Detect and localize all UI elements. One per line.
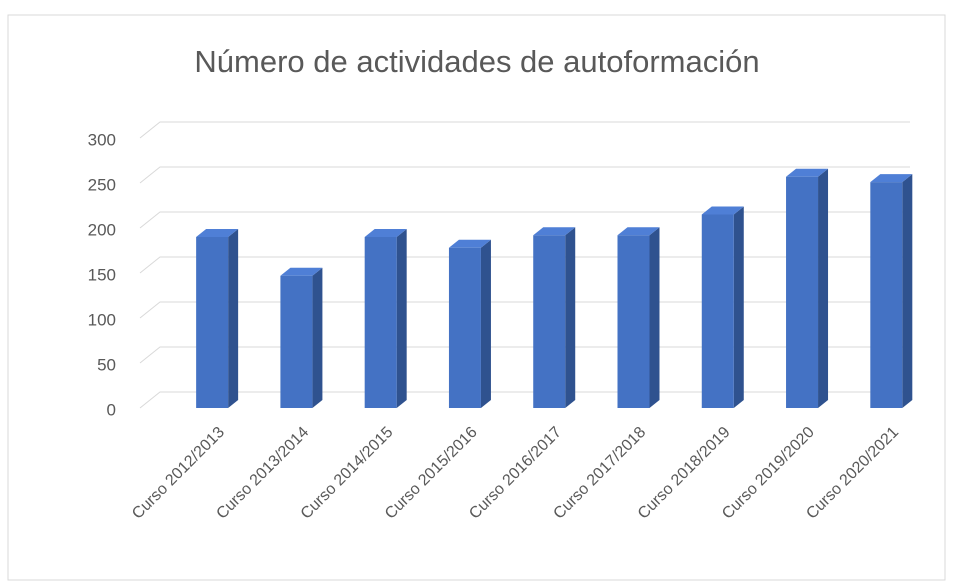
bar [701, 206, 744, 408]
bar [196, 229, 239, 408]
y-tick-label: 0 [107, 400, 116, 419]
bar-front [617, 235, 650, 408]
grid-line [139, 256, 910, 274]
bar-top [280, 267, 323, 276]
bar-top [701, 206, 744, 215]
bar-front [196, 237, 229, 408]
bar-side [818, 168, 829, 408]
bar-side [312, 267, 323, 408]
bar [364, 229, 407, 408]
grid-line [139, 211, 910, 229]
grid-line [139, 301, 910, 319]
bar-front [786, 176, 819, 408]
y-tick-label: 300 [88, 130, 116, 149]
bar-top [533, 227, 576, 236]
bar-top [786, 168, 829, 177]
y-tick-label: 150 [88, 265, 116, 284]
bar-front [280, 275, 313, 408]
grid-line [139, 121, 910, 139]
bar [533, 227, 576, 408]
bar-top [617, 227, 660, 236]
bar-side [480, 239, 491, 408]
bar-front [364, 237, 397, 408]
bar-top [870, 174, 913, 183]
grid-line [139, 166, 910, 184]
bar-side [649, 227, 660, 408]
bar [786, 168, 829, 408]
bar [870, 174, 913, 408]
y-tick-label: 200 [88, 220, 116, 239]
bar-side [902, 174, 913, 408]
bar-top [196, 229, 239, 237]
bar-side [396, 229, 407, 408]
bar [448, 239, 491, 408]
bar [617, 227, 660, 408]
y-tick-label: 250 [88, 175, 116, 194]
bar-side [228, 229, 239, 408]
bar-top [364, 229, 407, 237]
y-tick-label: 50 [97, 355, 116, 374]
y-tick-label: 100 [88, 310, 116, 329]
chart-title: Número de actividades de autoformación [194, 44, 759, 79]
grid-line [139, 391, 910, 409]
bar-top [448, 239, 491, 248]
bar-front [533, 235, 566, 408]
bar-front [701, 214, 734, 408]
grid-line [139, 346, 910, 364]
bar-side [565, 227, 576, 408]
bar-side [733, 206, 744, 408]
bar-front [448, 247, 481, 408]
bar-front [870, 182, 903, 408]
bar [280, 267, 323, 408]
